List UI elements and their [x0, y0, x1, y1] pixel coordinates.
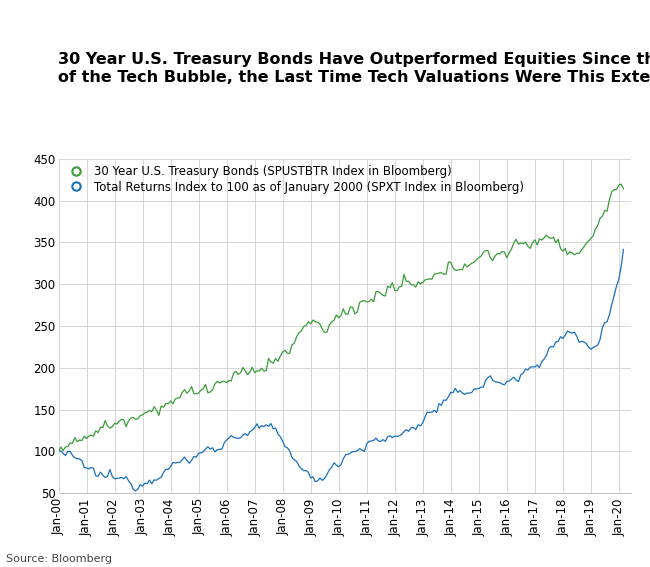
Text: 30 Year U.S. Treasury Bonds Have Outperformed Equities Since the Peak
of the Tec: 30 Year U.S. Treasury Bonds Have Outperf… [58, 52, 650, 86]
Line: Total Returns Index to 100 as of January 2000 (SPXT Index in Bloomberg): Total Returns Index to 100 as of January… [58, 249, 623, 491]
Legend: 30 Year U.S. Treasury Bonds (SPUSTBTR Index in Bloomberg), Total Returns Index t: 30 Year U.S. Treasury Bonds (SPUSTBTR In… [64, 164, 524, 193]
Text: Source: Bloomberg: Source: Bloomberg [6, 554, 112, 564]
Line: 30 Year U.S. Treasury Bonds (SPUSTBTR Index in Bloomberg): 30 Year U.S. Treasury Bonds (SPUSTBTR In… [58, 184, 623, 451]
